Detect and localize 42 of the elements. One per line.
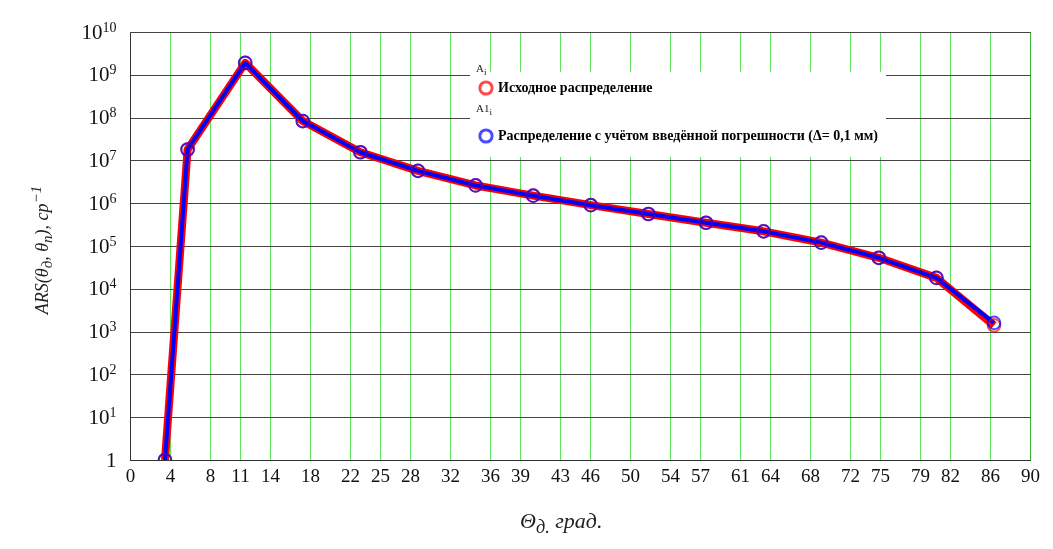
x-tick-label: 86 — [981, 464, 1000, 486]
y-tick-label: 10$^{2}$ — [88, 361, 117, 386]
x-tick-label: 90 — [1021, 464, 1040, 486]
y-tick-label: 10$^{4}$ — [88, 275, 117, 301]
y-tick-label: 10$^{9}$ — [88, 61, 117, 87]
annotation: A$_{i}$ — [476, 62, 487, 78]
legend-label: Исходное распределение — [498, 80, 653, 95]
y-tick-label: 10$^{8}$ — [88, 104, 117, 130]
y-tick-label: 10$^{1}$ — [88, 404, 117, 429]
x-tick-label: 64 — [761, 464, 781, 486]
x-tick-label: 61 — [731, 464, 750, 486]
x-tick-label: 25 — [371, 464, 390, 486]
annotation: A1$_{i}$ — [476, 102, 492, 118]
x-tick-label: 57 — [691, 464, 710, 486]
x-tick-label: 46 — [581, 464, 600, 486]
x-tick-label: 75 — [871, 464, 890, 486]
x-tick-label: 50 — [621, 464, 640, 486]
x-tick-label: 22 — [341, 464, 360, 486]
legend-label: Распределение с учётом введённой погрешности (Δ= 0,1 мм) — [498, 128, 879, 144]
x-tick-label: 14 — [261, 464, 281, 486]
x-tick-label: 43 — [551, 464, 570, 486]
x-tick-label: 36 — [481, 464, 500, 486]
x-tick-label: 68 — [801, 464, 820, 486]
x-tick-label: 72 — [841, 464, 860, 486]
x-tick-label: 79 — [911, 464, 930, 486]
y-tick-label: 10$^{10}$ — [81, 19, 117, 44]
x-tick-label: 4 — [165, 464, 176, 486]
y-tick-label: 10$^{3}$ — [88, 318, 117, 344]
x-tick-label: 8 — [205, 464, 216, 486]
x-tick-label: 28 — [401, 464, 420, 486]
y-tick-label: 10$^{7}$ — [88, 147, 117, 172]
x-tick-label: 11 — [231, 464, 250, 486]
x-tick-label: 82 — [941, 464, 960, 486]
y-tick-label: 10$^{6}$ — [88, 190, 117, 215]
y-tick-label: 1 — [106, 447, 117, 472]
x-tick-label: 32 — [441, 464, 460, 486]
x-tick-label: 18 — [301, 464, 320, 486]
x-tick-label: 54 — [661, 464, 681, 486]
x-tick-label: 39 — [511, 464, 530, 486]
y-tick-label: 10$^{5}$ — [88, 233, 117, 258]
x-axis-title: Θ$_{д.}$ град. — [520, 508, 603, 539]
x-tick-label: 0 — [125, 464, 136, 486]
